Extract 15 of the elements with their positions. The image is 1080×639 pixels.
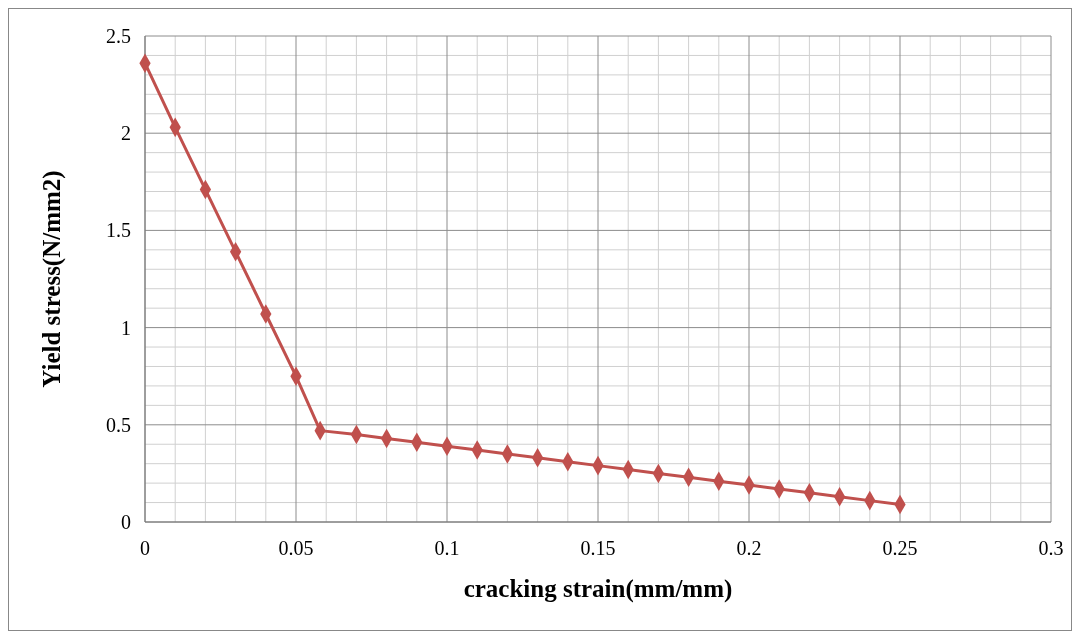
x-axis-title: cracking strain(mm/mm) xyxy=(463,575,733,603)
y-tick-label: 0.5 xyxy=(106,413,131,436)
y-tick-label: 1 xyxy=(121,316,131,339)
x-tick-label: 0.15 xyxy=(580,537,616,559)
x-tick-label: 0.1 xyxy=(434,537,460,559)
x-tick-label: 0.05 xyxy=(278,537,314,559)
x-tick-label: 0.3 xyxy=(1038,537,1064,559)
x-tick-label: 0.2 xyxy=(736,537,762,559)
x-tick-label: 0 xyxy=(140,537,150,559)
y-tick-label: 2 xyxy=(121,122,131,145)
y-tick-label: 2.5 xyxy=(106,25,131,47)
x-tick-label: 0.25 xyxy=(882,537,918,559)
y-tick-label: 1.5 xyxy=(106,219,131,242)
y-axis-title: Yield stress(N/mm2) xyxy=(38,170,66,388)
y-tick-label: 0 xyxy=(121,511,131,533)
